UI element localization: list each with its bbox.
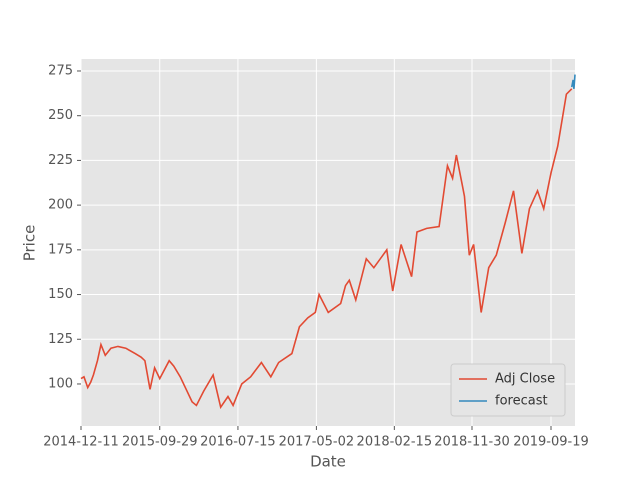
legend: Adj Close forecast <box>450 363 566 417</box>
line <box>570 74 576 89</box>
y-tick-label: 275 <box>48 63 73 78</box>
y-tick-label: 250 <box>48 108 73 123</box>
legend-box <box>450 363 566 417</box>
line <box>80 88 573 410</box>
x-tick-label: 2017-05-02 <box>279 435 355 450</box>
y-tick-label: 100 <box>48 376 73 391</box>
legend-label: forecast <box>495 394 548 409</box>
y-tick-label: 225 <box>48 153 73 168</box>
y-tick-label: 200 <box>48 198 73 213</box>
x-tick-label: 2018-02-15 <box>357 435 433 450</box>
y-tick-label: 125 <box>48 332 73 347</box>
y-axis-label: Price <box>21 225 39 262</box>
x-tick-label: 2014-12-11 <box>43 435 119 450</box>
x-tick-label: 2019-09-19 <box>513 435 589 450</box>
x-tick-label: 2016-07-15 <box>200 435 276 450</box>
x-tick-label: 2018-11-30 <box>434 435 510 450</box>
legend-label: Adj Close <box>495 372 555 387</box>
x-tick-label: 2015-09-29 <box>122 435 198 450</box>
x-axis-label: Date <box>310 453 346 471</box>
y-tick-label: 150 <box>48 287 73 302</box>
y-tick-label: 175 <box>48 242 73 257</box>
